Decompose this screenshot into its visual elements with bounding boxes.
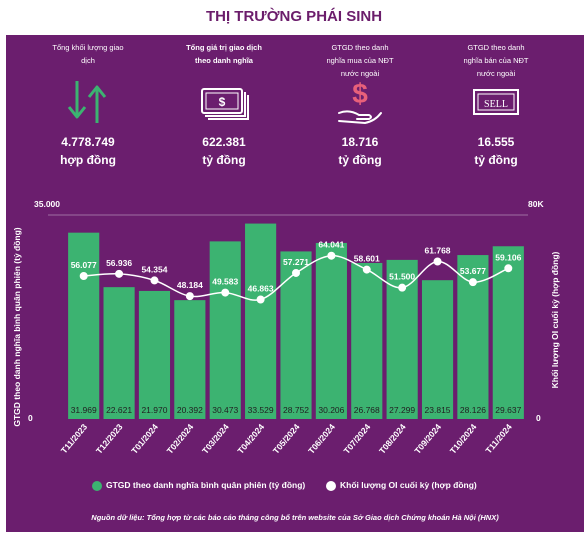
x-axis-tick-label: T01/2024	[129, 422, 160, 456]
line-value-label: 58.601	[354, 254, 380, 264]
bar-value-label: 28.752	[283, 405, 309, 415]
x-axis-tick-label: T07/2024	[342, 422, 373, 456]
line-point	[433, 257, 442, 266]
bar	[209, 241, 241, 419]
line-value-label: 59.106	[495, 252, 521, 262]
chart-area: 35.000 0 80K 0 GTGD theo danh nghĩa bình…	[12, 199, 560, 456]
x-axis-tick-label: T11/2024	[483, 422, 514, 456]
stat-value: 622.381	[202, 135, 246, 149]
line-point	[362, 265, 371, 274]
line-value-label: 57.271	[283, 257, 309, 267]
x-axis-tick-label: T10/2024	[448, 422, 479, 456]
stat-label: Tổng giá trị giao dịch theo danh nghĩa	[186, 43, 262, 65]
dollar-hand-icon: $	[338, 78, 382, 125]
line-point	[327, 251, 336, 260]
bar	[103, 287, 135, 419]
line-value-label: 53.677	[460, 266, 486, 276]
bar-value-label: 26.768	[354, 405, 380, 415]
x-axis-tick-label: T11/2023	[59, 422, 90, 456]
bar	[492, 246, 524, 419]
y2-axis-label: Khối lượng OI cuối kỳ (hợp đồng)	[550, 251, 560, 388]
bar-value-label: 21.970	[141, 405, 167, 415]
banknote-icon: $	[201, 88, 249, 120]
line-point	[256, 295, 265, 304]
bar	[174, 300, 206, 419]
x-axis-tick-label: T03/2024	[200, 422, 231, 456]
line-point	[150, 276, 159, 285]
line-point	[185, 292, 194, 301]
line-point	[79, 272, 88, 281]
svg-text:$: $	[352, 78, 368, 109]
line-point	[115, 269, 124, 278]
svg-text:SELL: SELL	[484, 99, 508, 110]
legend-item-line: Khối lượng OI cuối kỳ (hợp đồng)	[326, 480, 477, 491]
stat-value: 18.716	[341, 135, 379, 149]
line-value-label: 61.768	[425, 245, 451, 255]
bar-value-label: 27.299	[389, 405, 415, 415]
bar-value-label: 31.969	[71, 405, 97, 415]
line-value-label: 49.583	[212, 277, 238, 287]
bar-value-label: 30.473	[212, 405, 238, 415]
line-point	[221, 288, 230, 297]
stat-unit: tỷ đồng	[474, 153, 518, 167]
x-axis-tick-label: T06/2024	[306, 422, 337, 456]
legend-label: GTGD theo danh nghĩa bình quân phiên (tỷ…	[106, 480, 306, 490]
bar	[421, 280, 454, 419]
bar	[351, 262, 383, 419]
stat-value: 4.778.749	[61, 135, 115, 149]
stat-value: 16.555	[477, 135, 515, 149]
bar	[138, 290, 171, 419]
line-value-label: 56.077	[71, 260, 97, 270]
line-value-label: 64.041	[318, 240, 344, 250]
bar-value-label: 22.621	[106, 405, 132, 415]
x-axis-tick-label: T08/2024	[377, 422, 408, 456]
svg-text:$: $	[219, 95, 226, 109]
up-down-arrows-icon	[67, 81, 107, 123]
page-title: THỊ TRƯỜNG PHÁI SINH	[205, 8, 383, 25]
y-axis-tick-zero: 0	[28, 413, 33, 423]
sell-sign-icon: SELL	[473, 89, 519, 115]
line-value-label: 56.936	[106, 258, 132, 268]
y2-axis-tick-max: 80K	[528, 199, 544, 209]
x-axis-tick-label: T04/2024	[235, 422, 266, 456]
bar	[280, 251, 312, 419]
x-axis-tick-label: T09/2024	[412, 422, 443, 456]
chart-panel: Tổng khối lượng giao dịch 4.778.749 hợp …	[6, 35, 584, 532]
bar-value-label: 29.637	[495, 405, 521, 415]
stat-unit: tỷ đồng	[338, 153, 382, 167]
bar	[68, 232, 100, 419]
line-value-label: 48.184	[177, 280, 203, 290]
legend-item-bar: GTGD theo danh nghĩa bình quân phiên (tỷ…	[92, 480, 305, 491]
bar-value-label: 33.529	[248, 405, 274, 415]
stat-label: GTGD theo danh nghĩa bán của NĐT nước ng…	[463, 43, 529, 78]
legend-swatch	[326, 480, 336, 491]
bar-value-label: 20.392	[177, 405, 203, 415]
stat-label: GTGD theo danh nghĩa mua của NĐT nước ng…	[326, 43, 394, 78]
x-axis-tick-label: T05/2024	[271, 422, 302, 456]
legend-label: Khối lượng OI cuối kỳ (hợp đồng)	[340, 480, 477, 490]
line-point	[468, 278, 477, 287]
bar	[245, 223, 277, 419]
line-point	[504, 264, 513, 273]
line-point	[292, 268, 300, 277]
x-axis-tick-label: T02/2024	[165, 422, 196, 456]
y-axis-label: GTGD theo danh nghĩa bình quân phiên (tỷ…	[12, 227, 22, 426]
y2-axis-tick-zero: 0	[536, 413, 541, 423]
line-value-label: 51.500	[389, 272, 415, 282]
bar-value-label: 23.815	[425, 405, 451, 415]
source-note: Nguồn dữ liệu: Tổng hợp từ các báo cáo t…	[91, 513, 499, 522]
legend-swatch	[92, 480, 102, 491]
stat-unit: hợp đồng	[60, 153, 116, 167]
line-point	[398, 283, 407, 292]
bar	[315, 242, 347, 419]
line-value-label: 46.863	[248, 283, 274, 293]
bar-value-label: 30.206	[318, 405, 344, 415]
stat-label: Tổng khối lượng giao dịch	[52, 43, 124, 65]
line-value-label: 54.354	[141, 264, 167, 274]
bar-value-label: 28.126	[460, 405, 486, 415]
x-axis-tick-label: T12/2023	[94, 422, 125, 456]
stat-unit: tỷ đồng	[202, 153, 246, 167]
y-axis-tick-max: 35.000	[34, 199, 60, 209]
